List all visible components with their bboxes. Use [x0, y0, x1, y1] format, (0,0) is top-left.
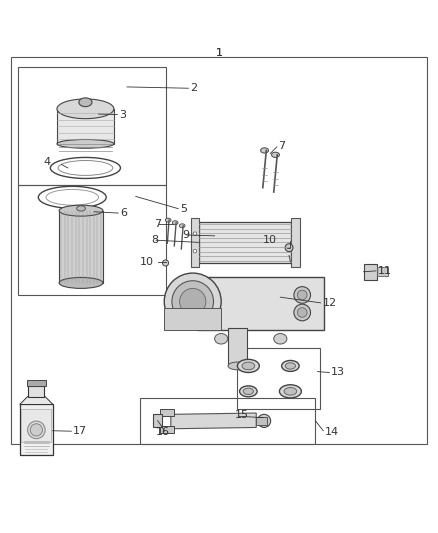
Ellipse shape — [258, 414, 271, 427]
Text: 10: 10 — [263, 235, 277, 245]
Ellipse shape — [166, 218, 171, 222]
Polygon shape — [20, 397, 53, 405]
Text: 9: 9 — [182, 230, 189, 240]
Ellipse shape — [243, 388, 254, 394]
Ellipse shape — [77, 206, 85, 211]
Bar — [11, 57, 427, 444]
Ellipse shape — [59, 278, 103, 288]
Ellipse shape — [294, 304, 311, 321]
Ellipse shape — [172, 281, 214, 322]
Ellipse shape — [28, 421, 45, 439]
Text: 16: 16 — [156, 427, 170, 437]
Ellipse shape — [180, 224, 185, 228]
Text: 14: 14 — [325, 427, 339, 437]
Bar — [20, 405, 53, 455]
Ellipse shape — [228, 362, 247, 370]
Bar — [160, 409, 174, 416]
Bar — [228, 328, 247, 365]
Text: 15: 15 — [234, 410, 248, 421]
Ellipse shape — [242, 362, 254, 370]
Ellipse shape — [180, 288, 206, 314]
Bar — [57, 109, 114, 144]
Ellipse shape — [30, 424, 42, 436]
Bar — [59, 211, 103, 283]
Text: 5: 5 — [180, 204, 187, 214]
Text: 2: 2 — [191, 83, 198, 93]
Bar — [18, 67, 166, 185]
Ellipse shape — [297, 290, 307, 300]
Ellipse shape — [215, 334, 228, 344]
Polygon shape — [171, 413, 256, 429]
Bar — [21, 409, 51, 442]
Bar — [18, 185, 166, 295]
Bar — [197, 278, 324, 330]
Ellipse shape — [59, 205, 103, 216]
Bar — [28, 386, 44, 397]
Text: 11: 11 — [378, 266, 392, 276]
Text: 12: 12 — [322, 298, 336, 308]
Ellipse shape — [294, 287, 311, 303]
Bar — [256, 416, 267, 425]
Ellipse shape — [297, 308, 307, 317]
Ellipse shape — [164, 273, 221, 330]
Bar — [291, 218, 300, 266]
Bar — [364, 264, 377, 280]
Text: 10: 10 — [140, 257, 154, 267]
Ellipse shape — [57, 99, 114, 119]
Bar — [377, 268, 388, 276]
Ellipse shape — [274, 334, 287, 344]
Ellipse shape — [162, 260, 169, 266]
Bar — [199, 222, 291, 263]
Ellipse shape — [237, 359, 259, 373]
Text: 1: 1 — [215, 48, 223, 58]
Bar — [140, 398, 315, 444]
Ellipse shape — [272, 152, 279, 157]
Text: 17: 17 — [73, 426, 87, 436]
Ellipse shape — [57, 140, 114, 148]
Bar — [191, 218, 199, 266]
Text: 13: 13 — [331, 367, 345, 377]
Bar — [27, 381, 46, 386]
Text: 8: 8 — [152, 235, 159, 245]
Ellipse shape — [261, 148, 268, 153]
Ellipse shape — [79, 98, 92, 107]
Ellipse shape — [282, 360, 299, 372]
Ellipse shape — [284, 387, 297, 395]
Ellipse shape — [285, 244, 293, 252]
Bar — [237, 348, 320, 409]
Ellipse shape — [193, 232, 197, 236]
Text: 4: 4 — [44, 157, 51, 167]
Ellipse shape — [240, 386, 257, 397]
Text: 7: 7 — [154, 219, 161, 229]
Ellipse shape — [279, 385, 301, 398]
Text: 1: 1 — [215, 48, 223, 58]
Ellipse shape — [285, 363, 296, 369]
Text: 3: 3 — [119, 109, 126, 119]
Text: 7: 7 — [279, 141, 286, 151]
Ellipse shape — [173, 221, 178, 225]
Bar — [160, 426, 174, 433]
Text: 6: 6 — [120, 208, 127, 218]
Ellipse shape — [193, 249, 197, 253]
Bar — [153, 414, 162, 427]
Bar — [164, 308, 221, 330]
